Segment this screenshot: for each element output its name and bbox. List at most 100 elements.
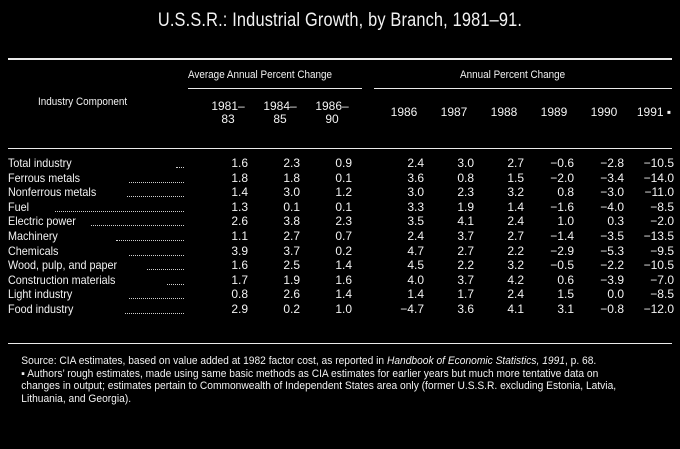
cell-value: 1.7 xyxy=(231,272,248,287)
cell-value: 2.9 xyxy=(231,302,248,316)
leader-dots xyxy=(147,267,184,271)
row-label: Light industry xyxy=(8,287,73,302)
row-label: Fuel xyxy=(8,199,30,214)
leader-dots xyxy=(129,180,184,183)
cell-value: 1.9 xyxy=(457,199,474,214)
cell-value: 1.7 xyxy=(457,287,474,302)
table-row: Electric power 2.6 3.8 2.3 3.5 4.1 2.4 1.0 0.3 −2… xyxy=(8,214,674,229)
cell-value: 1.4 xyxy=(335,287,352,302)
cell-value: 1.6 xyxy=(231,258,248,273)
cell-value: −2.2 xyxy=(600,258,624,273)
cell-value: 2.3 xyxy=(283,156,300,170)
cell-value: −3.9 xyxy=(600,272,624,287)
cell-value: 3.7 xyxy=(283,243,300,258)
cell-value: −0.5 xyxy=(550,258,574,273)
cell-value: −12.0 xyxy=(643,302,674,316)
annual-group-rule xyxy=(374,88,672,89)
header-bottom-rule xyxy=(8,148,672,149)
cell-value: −0.6 xyxy=(550,156,574,170)
cell-value: 3.3 xyxy=(407,199,424,214)
column-header: 1987 xyxy=(440,105,468,119)
cell-value: 1.6 xyxy=(335,272,352,287)
column-header: 1990 xyxy=(590,105,618,119)
cell-value: 1.4 xyxy=(335,258,352,273)
leader-dots xyxy=(127,194,184,198)
annual-change-header: Annual Percent Change xyxy=(460,69,566,81)
cell-value: 3.2 xyxy=(507,258,524,273)
source-publication: Handbook of Economic Statistics, 1991 xyxy=(386,355,565,367)
top-rule xyxy=(8,58,672,60)
cell-value: −2.0 xyxy=(650,214,674,229)
cell-value: 2.7 xyxy=(457,243,474,258)
cell-value: −3.4 xyxy=(600,170,624,185)
notes: Source: CIA estimates, based on value ad… xyxy=(12,355,626,405)
cell-value: 4.1 xyxy=(507,302,524,316)
cell-value: 0.8 xyxy=(557,185,574,200)
leader-dots xyxy=(91,223,184,227)
cell-value: −10.5 xyxy=(643,258,674,273)
cell-value: −3.0 xyxy=(600,185,624,200)
cell-value: 2.7 xyxy=(507,156,524,170)
cell-value: −14.0 xyxy=(643,170,674,185)
cell-value: 1.2 xyxy=(335,185,352,200)
table-row: Construction materials 1.7 1.9 1.6 4.0 3.7 4.2… xyxy=(8,272,674,287)
cell-value: −10.5 xyxy=(643,156,674,170)
cell-value: 0.7 xyxy=(335,229,352,243)
cell-value: 3.1 xyxy=(557,302,574,316)
table-row: Machinery 1.1 2.7 0.7 2.4 3.7 2.7 −1.4 −3.5 −13.5 xyxy=(8,229,674,243)
cell-value: 1.0 xyxy=(335,302,352,316)
table-row: Nonferrous metals 1.4 3.0 1.2 3.0 2.3 3.2 0.8 −3… xyxy=(8,185,674,200)
cell-value: 2.4 xyxy=(507,287,524,302)
cell-value: −0.8 xyxy=(600,302,624,316)
cell-value: 3.2 xyxy=(507,185,524,200)
row-label: Ferrous metals xyxy=(8,170,81,185)
column-header: 1988 xyxy=(490,105,518,119)
cell-value: 2.2 xyxy=(507,243,524,258)
cell-value: 2.3 xyxy=(457,185,474,200)
cell-value: 1.6 xyxy=(231,156,248,170)
cell-value: 3.6 xyxy=(457,302,474,316)
row-label: Chemicals xyxy=(8,243,59,258)
cell-value: −9.5 xyxy=(650,243,674,258)
row-label: Electric power xyxy=(8,214,76,229)
table-row: Fuel 1.3 0.1 0.1 3.3 1.9 1.4 −1.6 −4.0 −8.5 xyxy=(8,199,674,214)
avg-change-header: Average Annual Percent Change xyxy=(188,69,333,81)
cell-value: 1.3 xyxy=(231,199,248,214)
cell-value: 0.1 xyxy=(335,199,352,214)
leader-dots xyxy=(129,296,184,300)
table-row: Food industry 2.9 0.2 1.0 −4.7 3.6 4.1 3.1 −0.8 −… xyxy=(8,302,674,316)
source-prefix: Source: CIA estimates, based on value ad… xyxy=(21,355,387,367)
cell-value: −8.5 xyxy=(650,199,674,214)
table-row: Ferrous metals 1.8 1.8 0.1 3.6 0.8 1.5 −2.0 −3.4… xyxy=(8,170,674,185)
cell-value: −5.3 xyxy=(600,243,624,258)
column-header: 1989 xyxy=(540,105,568,119)
cell-value: 0.6 xyxy=(557,272,574,287)
table-row: Wood, pulp, and paper 1.6 2.5 1.4 4.5 2.2 3.2 −… xyxy=(8,258,674,273)
row-label: Total industry xyxy=(8,156,72,170)
cell-value: 1.9 xyxy=(283,272,300,287)
cell-value: 3.0 xyxy=(283,185,300,200)
cell-value: 1.4 xyxy=(231,185,248,200)
cell-value: 1.5 xyxy=(507,170,524,185)
cell-value: 0.2 xyxy=(335,243,352,258)
cell-value: 3.8 xyxy=(283,214,300,229)
table-bottom-rule xyxy=(8,343,672,344)
table-row: Light industry 0.8 2.6 1.4 1.4 1.7 2.4 1.5 0.0 −8… xyxy=(8,287,674,302)
cell-value: 0.0 xyxy=(607,287,624,302)
cell-value: 0.1 xyxy=(283,199,300,214)
cell-value: 1.8 xyxy=(283,170,300,185)
cell-value: −3.5 xyxy=(600,229,624,243)
cell-value: −2.9 xyxy=(550,243,574,258)
leader-dots xyxy=(129,253,184,256)
column-header: 1986– 90 xyxy=(315,99,349,126)
cell-value: 2.4 xyxy=(507,214,524,229)
cell-value: 2.7 xyxy=(507,229,524,243)
cell-value: −4.7 xyxy=(400,302,424,316)
cell-value: 2.6 xyxy=(231,214,248,229)
cell-value: 2.6 xyxy=(283,287,300,302)
cell-value: −11.0 xyxy=(644,185,674,200)
cell-value: 2.4 xyxy=(407,229,424,243)
row-label: Nonferrous metals xyxy=(8,185,97,200)
cell-value: 0.1 xyxy=(335,170,352,185)
leader-dots xyxy=(175,165,184,168)
